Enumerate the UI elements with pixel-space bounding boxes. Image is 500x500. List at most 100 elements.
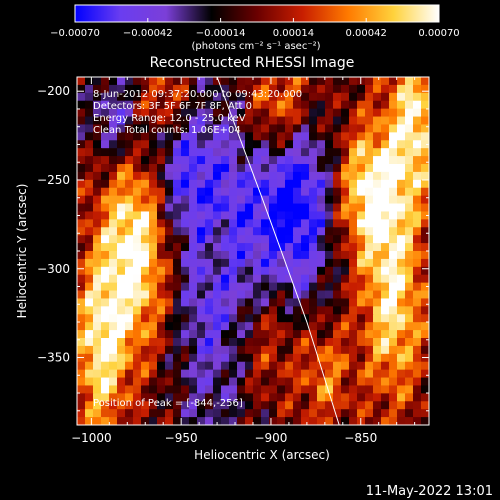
heatmap-cell: [421, 322, 429, 331]
heatmap-cell: [389, 140, 398, 149]
heatmap-cell: [141, 203, 150, 213]
heatmap-cell: [301, 203, 310, 213]
heatmap-cell: [245, 282, 254, 292]
heatmap-cell: [309, 385, 318, 394]
heatmap-cell: [357, 298, 366, 307]
heatmap-cell: [421, 243, 429, 252]
heatmap-cell: [341, 92, 350, 102]
heatmap-cell: [405, 116, 414, 126]
heatmap-cell: [357, 330, 366, 339]
heatmap-cell: [141, 266, 150, 276]
heatmap-cell: [421, 203, 429, 213]
heatmap-cell: [213, 92, 222, 102]
heatmap-cell: [373, 164, 382, 173]
heatmap-cell: [325, 409, 334, 418]
heatmap-cell: [77, 243, 86, 252]
heatmap-cell: [349, 266, 358, 276]
heatmap-cell: [261, 116, 270, 126]
heatmap-cell: [165, 258, 174, 268]
heatmap-cell: [165, 219, 174, 228]
heatmap-cell: [93, 393, 102, 402]
heatmap-cell: [341, 330, 350, 339]
heatmap-cell: [109, 369, 118, 379]
heatmap-cell: [293, 322, 302, 331]
heatmap-cell: [341, 148, 350, 157]
heatmap-cell: [101, 140, 110, 149]
heatmap-cell: [421, 353, 429, 363]
heatmap-cell: [317, 338, 326, 347]
heatmap-cell: [77, 393, 86, 402]
heatmap-cell: [261, 361, 270, 371]
heatmap-cell: [229, 377, 238, 387]
heatmap-cell: [277, 211, 286, 220]
heatmap-cell: [261, 251, 270, 260]
heatmap-cell: [325, 282, 334, 292]
heatmap-cell: [365, 314, 374, 323]
heatmap-cell: [245, 100, 254, 110]
heatmap-cell: [229, 171, 238, 181]
heatmap-cell: [141, 258, 150, 268]
heatmap-cell: [357, 124, 366, 133]
heatmap-cell: [269, 187, 278, 197]
heatmap-cell: [293, 409, 302, 418]
heatmap-cell: [413, 100, 422, 110]
heatmap-cell: [85, 77, 94, 86]
heatmap-cell: [381, 377, 390, 387]
heatmap-cell: [245, 338, 254, 347]
heatmap-cell: [189, 314, 198, 323]
heatmap-cell: [253, 369, 262, 379]
y-tick-label: −200: [37, 84, 70, 98]
heatmap-cell: [229, 179, 238, 189]
heatmap-cell: [229, 274, 238, 284]
heatmap-cell: [221, 322, 230, 331]
heatmap-cell: [109, 258, 118, 268]
heatmap-cell: [261, 179, 270, 189]
heatmap-cell: [197, 219, 206, 228]
heatmap-cell: [413, 243, 422, 252]
heatmap-cell: [389, 322, 398, 331]
heatmap-cell: [117, 116, 126, 126]
heatmap-cell: [197, 314, 206, 323]
heatmap-cell: [213, 77, 222, 86]
heatmap-cell: [421, 164, 429, 173]
heatmap-cell: [341, 251, 350, 260]
heatmap-cell: [85, 401, 94, 410]
heatmap-cell: [381, 156, 390, 165]
heatmap-cell: [349, 116, 358, 126]
heatmap-cell: [261, 235, 270, 244]
heatmap-cell: [405, 282, 414, 292]
heatmap-cell: [349, 258, 358, 268]
heatmap-cell: [181, 251, 190, 260]
heatmap-cell: [189, 393, 198, 402]
heatmap-cell: [357, 227, 366, 236]
heatmap-cell: [285, 330, 294, 339]
heatmap-cell: [293, 235, 302, 244]
heatmap-cell: [381, 187, 390, 197]
heatmap-cell: [109, 401, 118, 410]
heatmap-cell: [357, 306, 366, 315]
heatmap-cell: [133, 290, 142, 300]
heatmap-cell: [357, 409, 366, 418]
heatmap-cell: [269, 243, 278, 252]
heatmap-cell: [85, 148, 94, 157]
heatmap-cell: [237, 148, 246, 157]
heatmap-cell: [301, 211, 310, 220]
heatmap-cell: [213, 417, 222, 425]
heatmap-cell: [413, 156, 422, 165]
heatmap-cell: [133, 108, 142, 118]
heatmap-cell: [277, 338, 286, 347]
heatmap-cell: [229, 156, 238, 165]
heatmap-cell: [365, 282, 374, 292]
heatmap-cell: [181, 108, 190, 118]
heatmap-cell: [397, 417, 406, 425]
heatmap-cell: [77, 108, 86, 118]
heatmap-cell: [341, 314, 350, 323]
heatmap-cell: [413, 84, 422, 94]
heatmap-cell: [93, 211, 102, 220]
heatmap-cell: [389, 187, 398, 197]
heatmap-cell: [365, 219, 374, 228]
heatmap-cell: [317, 330, 326, 339]
heatmap-cell: [381, 353, 390, 363]
heatmap-cell: [397, 401, 406, 410]
heatmap-cell: [341, 282, 350, 292]
